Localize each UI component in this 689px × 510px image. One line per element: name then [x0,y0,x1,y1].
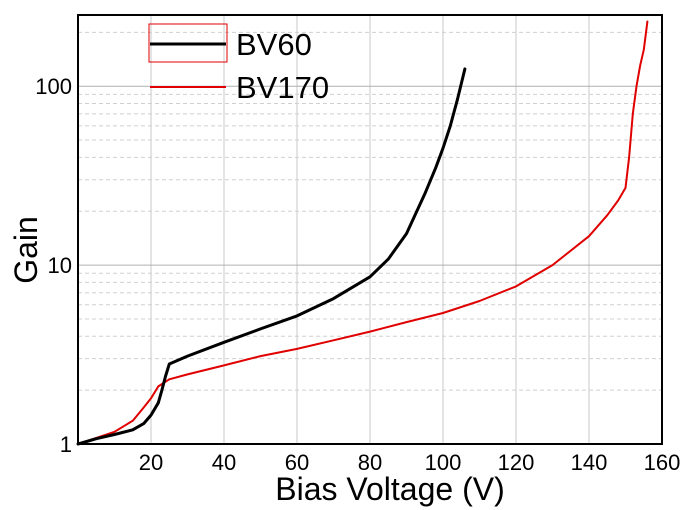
legend-label-bv170: BV170 [236,70,329,105]
x-tick-label: 120 [498,450,535,475]
x-tick-label: 20 [139,450,163,475]
series-layer [76,20,649,446]
legend: BV60 BV170 [148,23,329,105]
y-tick-label: 10 [48,253,72,278]
y-axis-title: Gain [8,216,44,284]
legend-selection-box [148,23,228,63]
legend-label-bv60: BV60 [236,27,312,62]
series-line-bv60 [76,67,467,446]
plot-frame [77,14,663,445]
x-tick-label: 60 [285,450,309,475]
x-tick-label: 100 [425,450,462,475]
x-tick-label: 40 [212,450,236,475]
x-tick-label: 160 [644,450,681,475]
tick-labels: 20 40 60 80 100 120 140 160 1 10 100 [35,74,680,475]
x-tick-label: 80 [358,450,382,475]
x-axis-title: Bias Voltage (V) [275,471,504,507]
x-tick-label: 140 [571,450,608,475]
y-tick-label: 1 [60,432,72,457]
y-tick-label: 100 [35,74,72,99]
series-line-bv170 [77,20,649,445]
